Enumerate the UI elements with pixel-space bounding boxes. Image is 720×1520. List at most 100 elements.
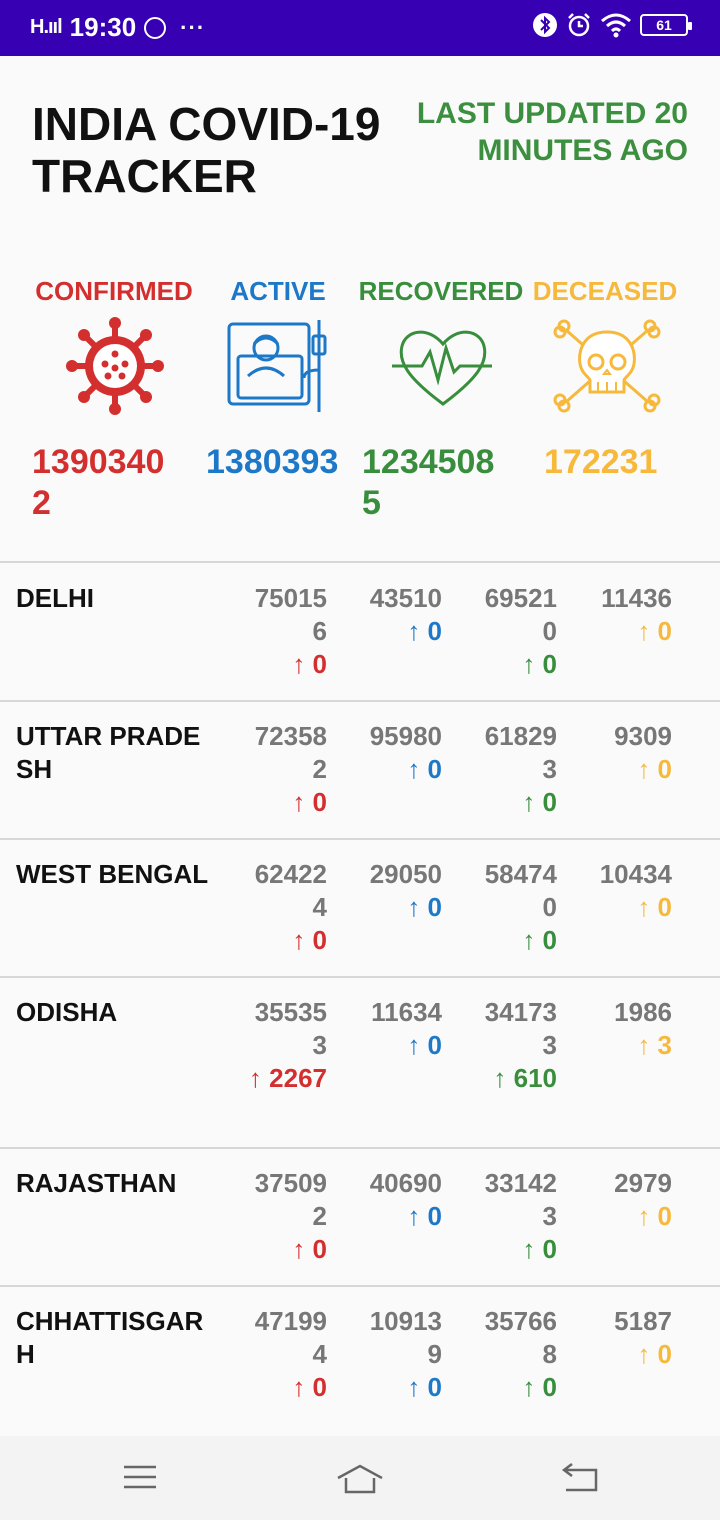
recovered-delta: ↑ 0: [522, 1372, 557, 1402]
confirmed-count: 47199: [254, 1306, 327, 1336]
deceased-cell: 1986 ↑ 3: [572, 996, 672, 1062]
home-icon[interactable]: [336, 1462, 384, 1496]
divider: [0, 1285, 720, 1287]
recovered-total-line2: 5: [362, 484, 381, 522]
confirmed-cell: 62422 4 ↑ 0: [217, 858, 327, 957]
deceased-delta: ↑ 0: [637, 616, 672, 646]
recovered-delta: ↑ 0: [522, 787, 557, 817]
state-name: CHHATTISGARH: [16, 1306, 204, 1369]
recovered-count: 0: [542, 892, 557, 922]
confirmed-cell: 35535 3 ↑ 2267: [217, 996, 327, 1095]
deceased-cell: 11436 ↑ 0: [572, 582, 672, 648]
recovered-delta: ↑ 0: [522, 925, 557, 955]
confirmed-count: 4: [312, 892, 327, 922]
state-row[interactable]: DELHI 75015 6 ↑ 0 43510 ↑ 0 69521 0 ↑ 0 11436 ↑ 0: [0, 562, 720, 700]
state-name: WEST BENGAL: [16, 859, 209, 889]
wifi-icon: [601, 13, 631, 38]
active-cell: 29050 ↑ 0: [342, 858, 442, 924]
confirmed-delta: ↑ 0: [292, 1372, 327, 1402]
confirmed-count: 2: [312, 754, 327, 784]
menu-icon[interactable]: [122, 1462, 158, 1492]
last-updated-text: LAST UPDATED 20 MINUTES AGO: [416, 97, 688, 167]
active-delta: ↑ 0: [407, 616, 442, 646]
status-time: 19:30: [69, 12, 137, 42]
back-icon[interactable]: [560, 1462, 600, 1494]
recovered-delta: ↑ 0: [522, 649, 557, 679]
confirmed-count: 35535: [254, 997, 327, 1027]
confirmed-count: 75015: [254, 583, 327, 613]
confirmed-cell: 37509 2 ↑ 0: [217, 1167, 327, 1266]
whatsapp-icon: [144, 16, 167, 39]
recovered-count: 34173: [484, 997, 557, 1027]
deceased-cell: 9309 ↑ 0: [572, 720, 672, 786]
recovered-count: 0: [542, 616, 557, 646]
active-delta: ↑ 0: [407, 892, 442, 922]
active-total-line1: 1380393: [206, 443, 339, 481]
confirmed-count: 62422: [254, 859, 327, 889]
recovered-count: 61829: [484, 721, 557, 751]
state-name: UTTAR PRADESH: [16, 721, 201, 784]
summary-recovered: RECOVERED: [356, 276, 526, 307]
active-cell: 11634 ↑ 0: [342, 996, 442, 1062]
state-row[interactable]: WEST BENGAL 62422 4 ↑ 0 29050 ↑ 0 58474 0 ↑ 0 104…: [0, 838, 720, 976]
active-cell: 43510 ↑ 0: [342, 582, 442, 648]
recovered-label: RECOVERED: [358, 276, 524, 306]
confirmed-count: 3: [312, 1030, 327, 1060]
deceased-cell: 5187 ↑ 0: [572, 1305, 672, 1371]
recovered-count: 8: [542, 1339, 557, 1369]
active-delta: ↑ 0: [407, 1372, 442, 1402]
active-count: 29050: [369, 859, 442, 889]
recovered-count: 58474: [484, 859, 557, 889]
summary-section: CONFIRMED 1390340 2 ACTIVE: [0, 276, 720, 546]
patient-bed-icon: [227, 320, 327, 412]
deceased-cell: 2979 ↑ 0: [572, 1167, 672, 1233]
active-delta: ↑ 0: [407, 1201, 442, 1231]
summary-confirmed: CONFIRMED: [29, 276, 199, 307]
active-count: 11634: [371, 997, 442, 1027]
confirmed-delta: ↑ 0: [292, 925, 327, 955]
page-title: INDIA COVID-19 TRACKER: [32, 98, 381, 202]
active-count: 43510: [369, 583, 442, 613]
divider: [0, 561, 720, 563]
deceased-delta: ↑ 0: [637, 754, 672, 784]
recovered-cell: 61829 3 ↑ 0: [457, 720, 557, 819]
deceased-delta: ↑ 3: [637, 1030, 672, 1060]
confirmed-count: 37509: [254, 1168, 327, 1198]
active-delta: ↑ 0: [407, 1030, 442, 1060]
active-cell: 40690 ↑ 0: [342, 1167, 442, 1233]
confirmed-total-line1: 1390340: [32, 443, 165, 481]
skull-crossbones-icon: [553, 319, 661, 413]
recovered-cell: 33142 3 ↑ 0: [457, 1167, 557, 1266]
divider: [0, 838, 720, 840]
active-count: 10913: [369, 1306, 442, 1336]
state-name: RAJASTHAN: [16, 1168, 177, 1198]
recovered-count: 3: [542, 1030, 557, 1060]
deceased-label: DECEASED: [532, 276, 678, 306]
signal-icon: H.ııl: [30, 16, 63, 38]
recovered-count: 69521: [484, 583, 557, 613]
active-cell: 10913 9 ↑ 0: [342, 1305, 442, 1404]
confirmed-total-line2: 2: [32, 484, 51, 522]
divider: [0, 976, 720, 978]
confirmed-delta: ↑ 0: [292, 1234, 327, 1264]
recovered-cell: 58474 0 ↑ 0: [457, 858, 557, 957]
recovered-total: 1234508 5: [362, 442, 494, 524]
alarm-icon: [568, 13, 590, 37]
active-delta: ↑ 0: [407, 754, 442, 784]
confirmed-delta: ↑ 0: [292, 787, 327, 817]
confirmed-count: 4: [312, 1339, 327, 1369]
confirmed-cell: 75015 6 ↑ 0: [217, 582, 327, 681]
confirmed-cell: 47199 4 ↑ 0: [217, 1305, 327, 1404]
recovered-total-line1: 1234508: [362, 443, 495, 481]
navigation-bar: [0, 1436, 720, 1520]
confirmed-label: CONFIRMED: [35, 276, 193, 306]
recovered-count: 3: [542, 754, 557, 784]
state-row[interactable]: ODISHA 35535 3 ↑ 2267 11634 ↑ 0 34173 3 ↑ 610 198…: [0, 976, 720, 1147]
confirmed-total: 1390340 2: [32, 442, 164, 524]
battery-icon: 61: [640, 14, 692, 36]
virus-icon: [66, 317, 164, 415]
status-bar: H.ııl 19:30 ··· 61: [0, 0, 720, 56]
state-row[interactable]: RAJASTHAN 37509 2 ↑ 0 40690 ↑ 0 33142 3 ↑ 0 2979 ↑…: [0, 1147, 720, 1285]
